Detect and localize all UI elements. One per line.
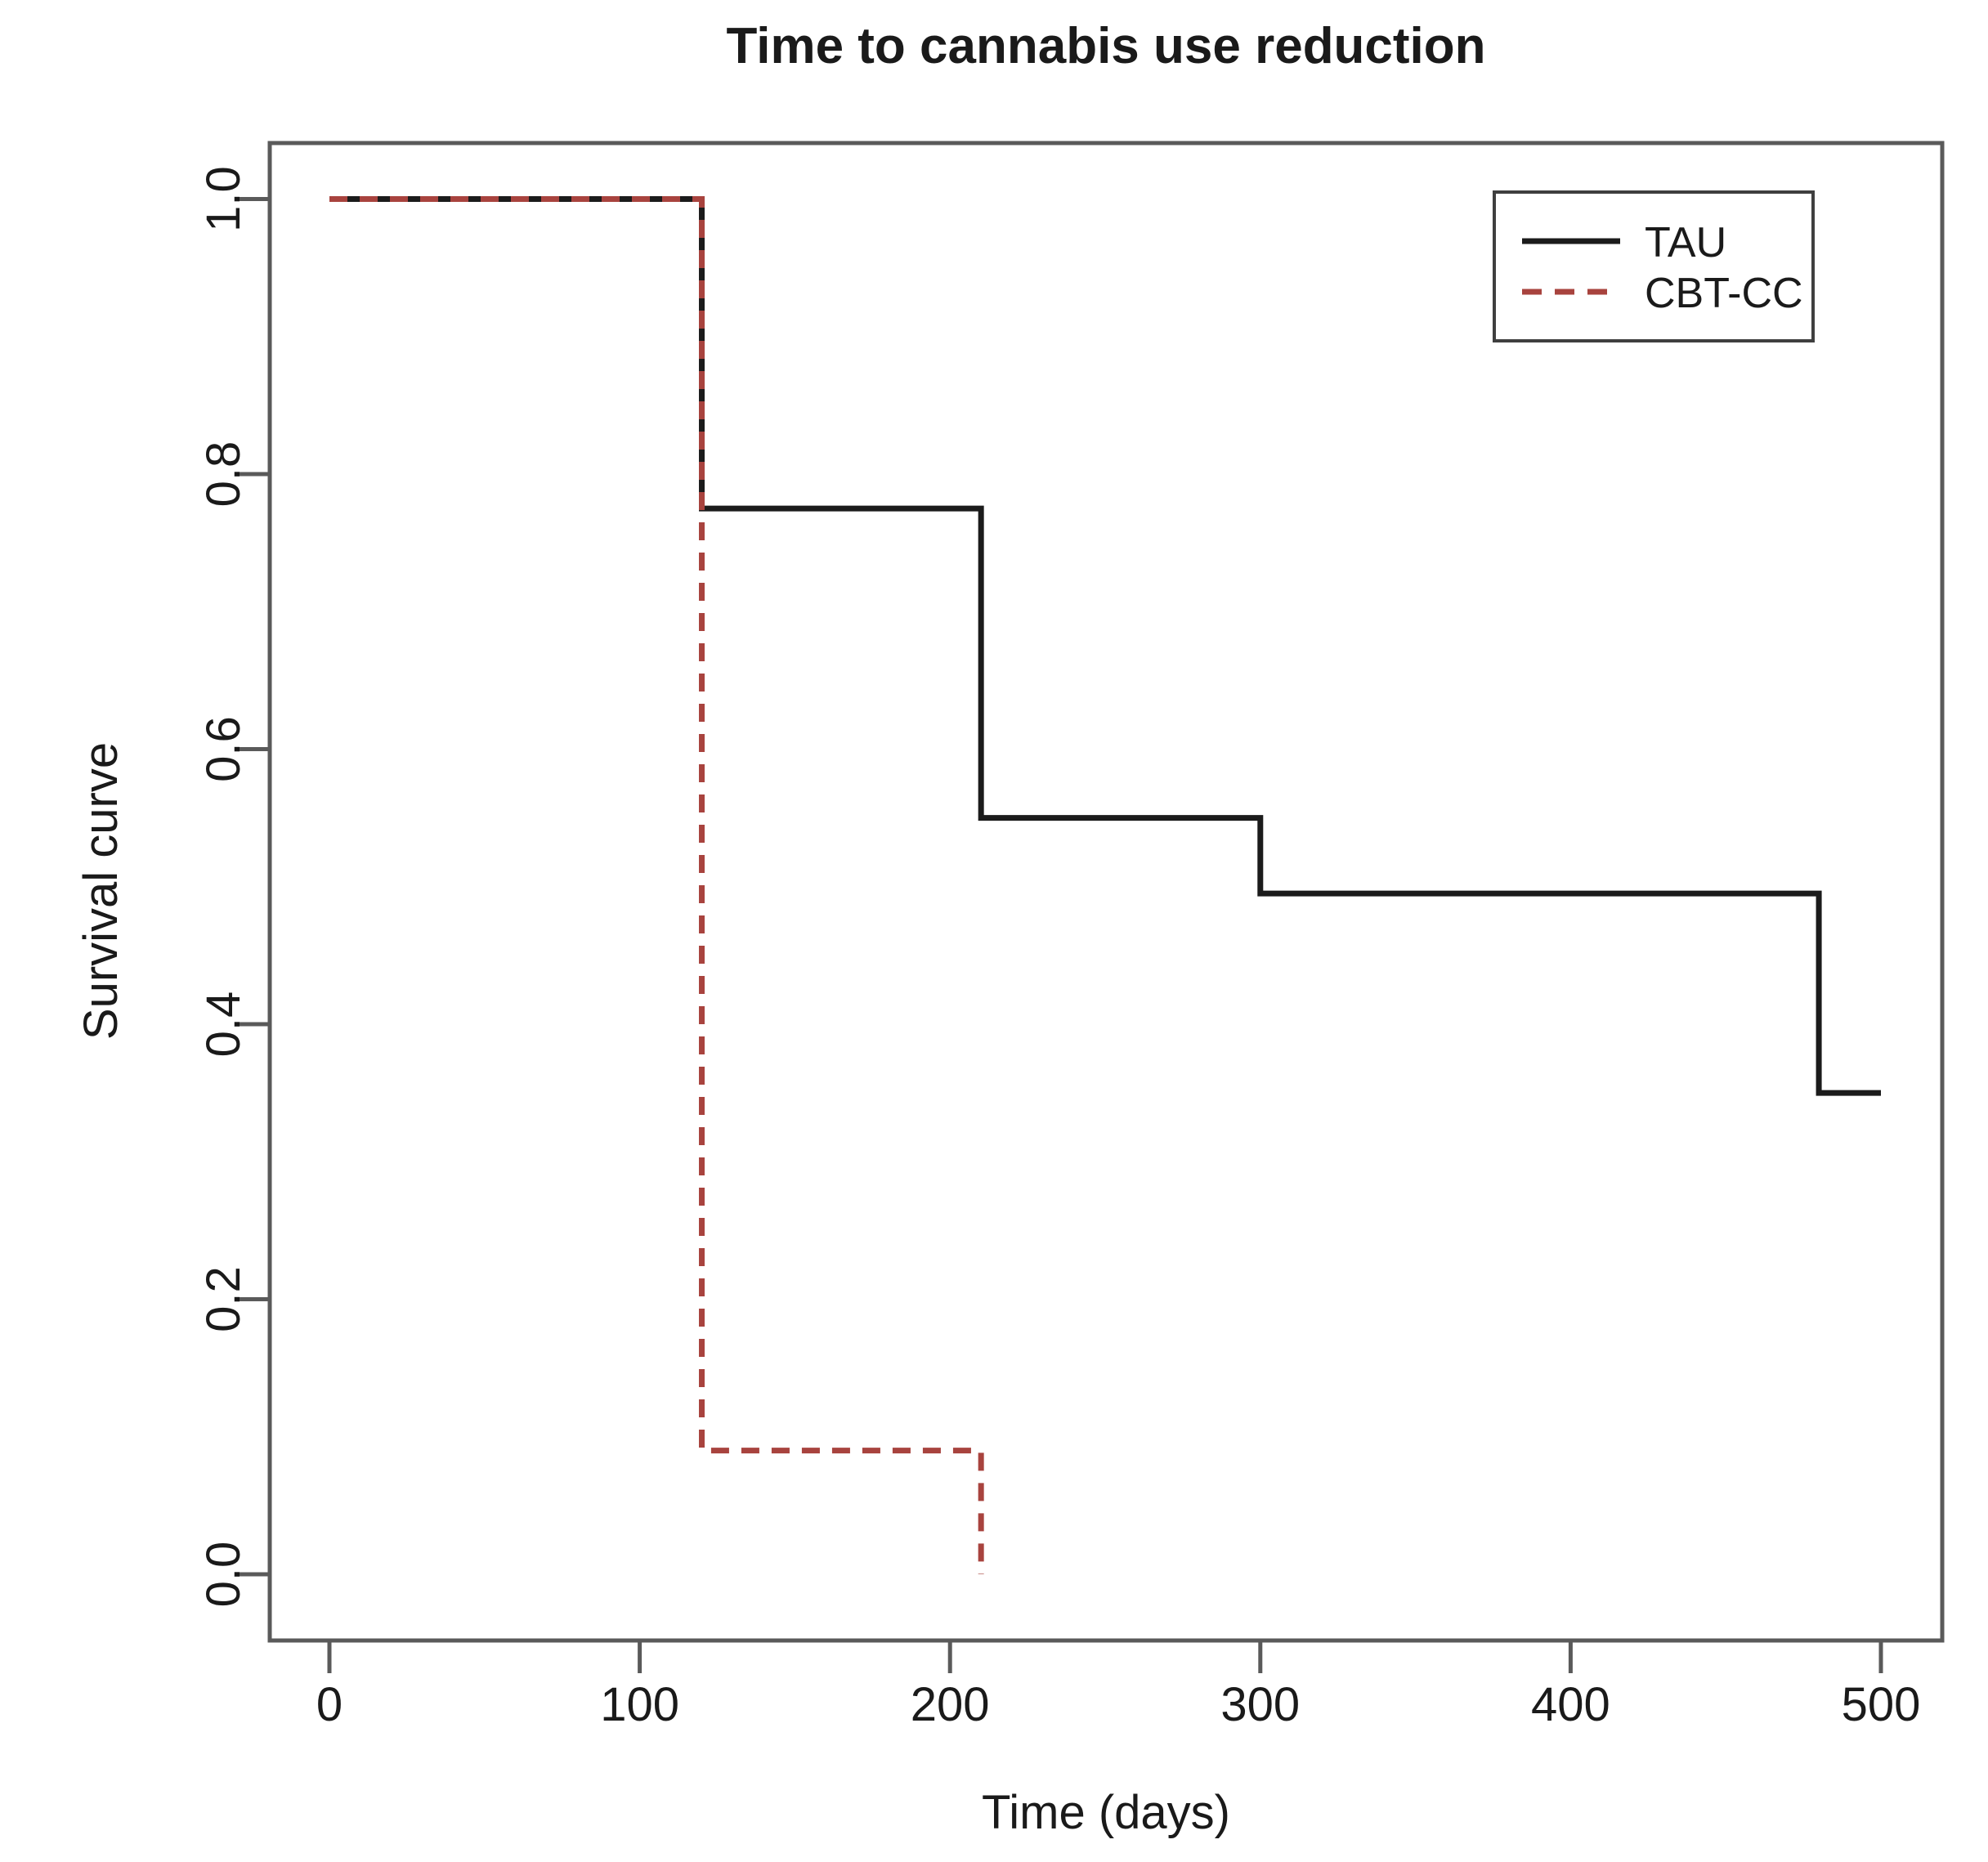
x-tick-label: 500 — [1842, 1678, 1921, 1731]
legend-box — [1493, 190, 1815, 342]
y-tick-label: 0.6 — [197, 716, 250, 782]
y-tick-label: 0.0 — [197, 1542, 250, 1608]
y-tick-label: 0.4 — [197, 991, 250, 1058]
x-tick-label: 300 — [1220, 1678, 1300, 1731]
x-tick-label: 200 — [911, 1678, 990, 1731]
y-tick-label: 1.0 — [197, 166, 250, 232]
legend-label-cbt-cc: CBT-CC — [1645, 270, 1803, 317]
y-axis-label: Survival curve — [74, 742, 128, 1040]
chart-title: Time to cannabis use reduction — [726, 18, 1485, 74]
x-tick-label: 0 — [316, 1678, 343, 1731]
series-line-cbt-cc — [329, 196, 984, 1574]
x-tick-label: 400 — [1531, 1678, 1610, 1731]
survival-curves — [329, 196, 1881, 1574]
y-tick-label: 0.8 — [197, 441, 250, 508]
x-axis-label: Time (days) — [982, 1786, 1230, 1839]
legend-label-tau: TAU — [1645, 219, 1726, 266]
x-axis: 0 100 200 300 400 500 — [316, 1640, 1921, 1731]
plot-box — [267, 141, 1945, 1643]
x-tick-label: 100 — [600, 1678, 679, 1731]
y-tick-label: 0.2 — [197, 1266, 250, 1332]
y-axis: 0.0 0.2 0.4 0.6 0.8 1.0 — [197, 166, 270, 1607]
